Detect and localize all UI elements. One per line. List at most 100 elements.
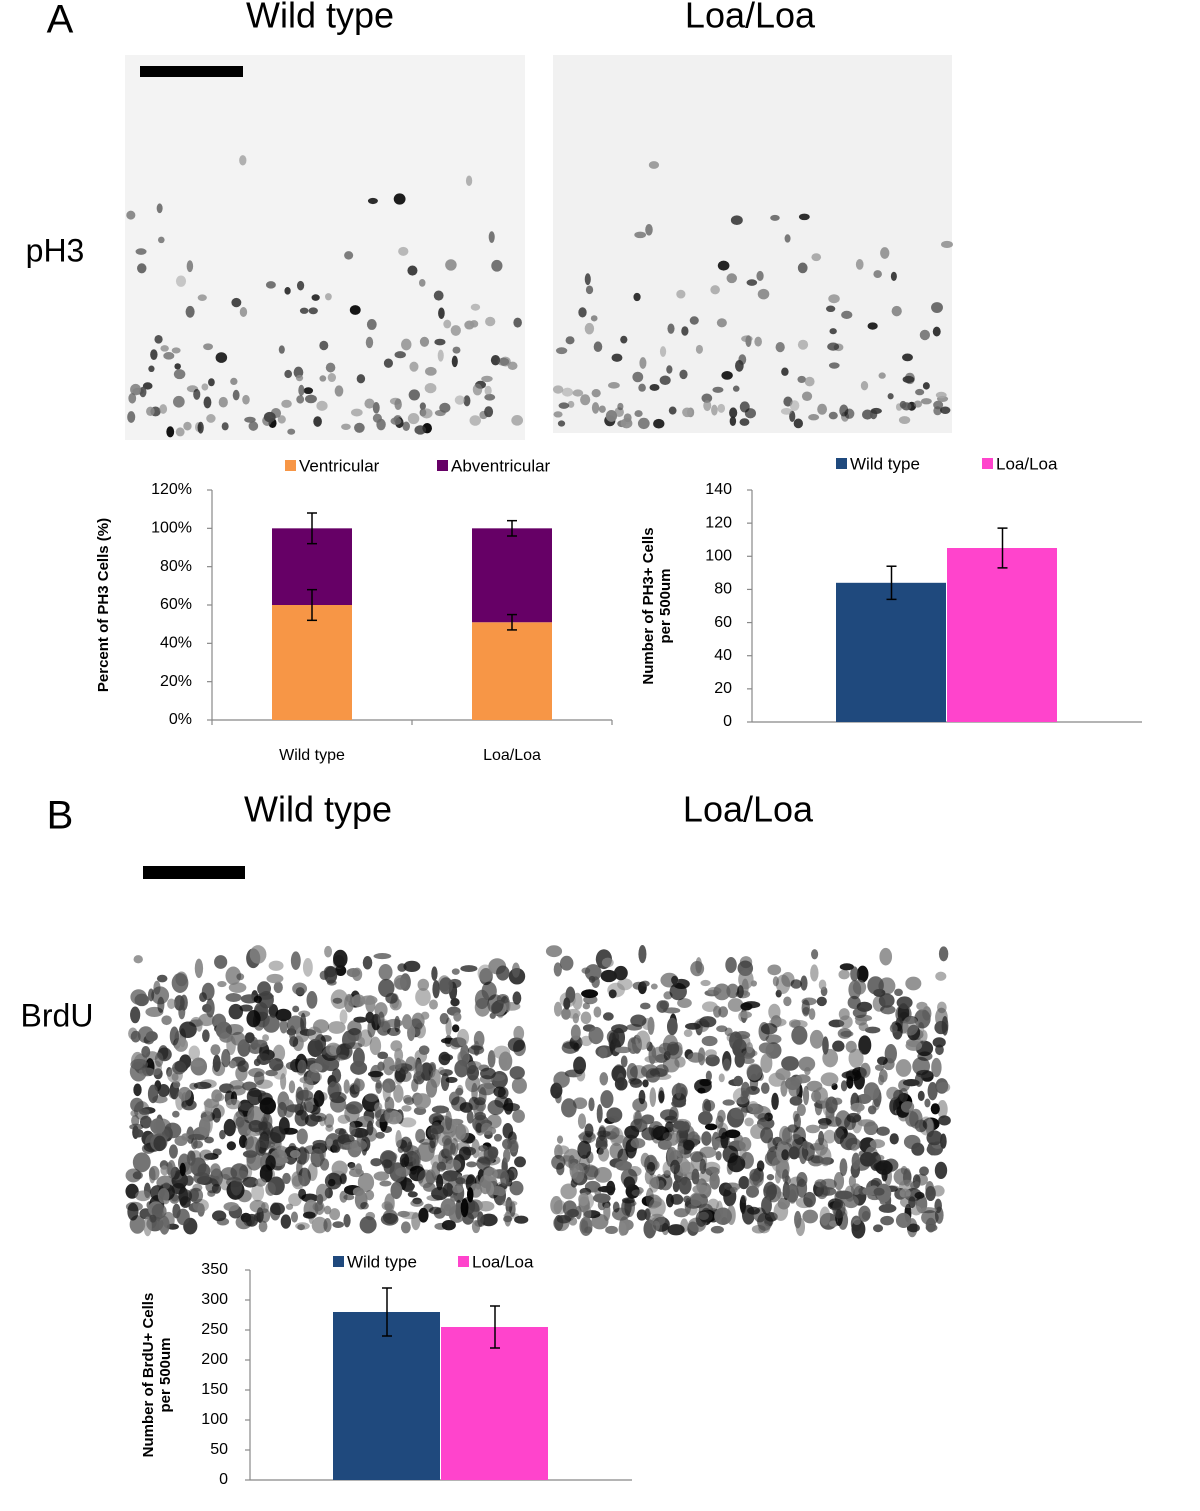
cell xyxy=(828,294,840,304)
cell xyxy=(374,1002,388,1018)
cell xyxy=(418,279,426,287)
cell xyxy=(175,275,187,287)
cell xyxy=(715,1115,724,1129)
cell xyxy=(415,1128,426,1143)
cell xyxy=(324,1113,335,1128)
row-label: BrdU xyxy=(21,997,94,1033)
cell xyxy=(572,1097,588,1110)
cell xyxy=(685,1022,701,1030)
cell xyxy=(828,362,840,369)
cell xyxy=(221,1049,231,1068)
row-label: pH3 xyxy=(26,232,85,268)
cell xyxy=(493,1133,503,1142)
cell xyxy=(796,1103,806,1116)
cell xyxy=(852,979,867,995)
cell xyxy=(701,393,713,403)
cell xyxy=(150,349,158,361)
cell xyxy=(507,361,518,371)
cell xyxy=(922,382,930,390)
cell xyxy=(848,1048,864,1068)
cell xyxy=(870,407,882,415)
cell xyxy=(269,1126,286,1144)
cell xyxy=(347,1020,362,1036)
cell xyxy=(244,416,256,423)
cell xyxy=(793,1126,806,1145)
cell xyxy=(764,1196,771,1214)
cell xyxy=(419,402,426,411)
cell xyxy=(770,214,780,221)
cell xyxy=(878,372,886,379)
cell xyxy=(393,193,406,205)
cell xyxy=(437,349,444,362)
legend-label: Abventricular xyxy=(451,456,551,475)
cell xyxy=(228,1060,237,1069)
cell xyxy=(401,1105,412,1112)
cell xyxy=(641,1114,655,1125)
cell xyxy=(188,1045,200,1061)
cell xyxy=(497,1011,504,1019)
cell xyxy=(908,1196,916,1209)
cell xyxy=(187,1133,205,1141)
cell xyxy=(296,280,305,291)
cell xyxy=(239,307,248,318)
cell xyxy=(713,983,731,1001)
cell xyxy=(683,1195,692,1204)
cell xyxy=(781,1149,789,1161)
cell xyxy=(432,980,440,999)
cell xyxy=(650,983,658,990)
cell xyxy=(133,955,143,964)
cell xyxy=(811,253,822,262)
cell xyxy=(284,369,293,379)
cell xyxy=(818,1123,829,1130)
cell xyxy=(329,1208,341,1221)
cell xyxy=(153,1135,167,1152)
cell xyxy=(596,1130,611,1138)
cell xyxy=(466,1065,480,1081)
cell xyxy=(438,1051,451,1066)
cell xyxy=(817,403,828,415)
y-tick-label: 80 xyxy=(714,581,732,598)
cell xyxy=(780,407,793,415)
cell xyxy=(598,1046,608,1059)
cell xyxy=(195,1019,203,1032)
cell xyxy=(658,1086,665,1104)
cell xyxy=(168,1086,179,1099)
cell xyxy=(582,1204,592,1222)
cell xyxy=(514,1215,529,1224)
cell xyxy=(784,1076,801,1091)
legend-swatch xyxy=(982,458,993,469)
cell xyxy=(512,1109,525,1123)
panel-label: A xyxy=(47,0,74,42)
cell xyxy=(299,1076,312,1084)
legend-label: Wild type xyxy=(347,1252,417,1271)
cell xyxy=(822,1036,829,1055)
cell xyxy=(383,358,393,368)
y-axis-title: Percent of PH3 Cells (%) xyxy=(95,517,112,693)
cell xyxy=(157,236,165,244)
cell xyxy=(872,1098,880,1111)
cell xyxy=(477,964,494,982)
cell xyxy=(258,1220,268,1233)
cell xyxy=(232,389,240,401)
cell xyxy=(733,1075,744,1087)
cell xyxy=(593,1006,602,1018)
cell xyxy=(513,317,522,328)
cell xyxy=(193,1081,212,1090)
cell xyxy=(360,1201,369,1210)
cell xyxy=(149,1214,157,1223)
cell xyxy=(438,1066,445,1075)
y-axis-title: Number of BrdU+ Cells per 500um xyxy=(140,1292,174,1458)
cell xyxy=(557,1145,570,1155)
cell xyxy=(511,415,524,426)
cell xyxy=(401,338,412,351)
cell xyxy=(384,1096,395,1113)
cell xyxy=(307,1038,324,1058)
cell xyxy=(594,1167,612,1183)
cell xyxy=(878,1074,885,1086)
cell xyxy=(189,1187,204,1204)
cell xyxy=(288,1193,302,1207)
cell xyxy=(365,1211,376,1221)
cell xyxy=(832,1040,845,1052)
cell xyxy=(460,1198,469,1218)
legend-label: Loa/Loa xyxy=(996,454,1058,473)
